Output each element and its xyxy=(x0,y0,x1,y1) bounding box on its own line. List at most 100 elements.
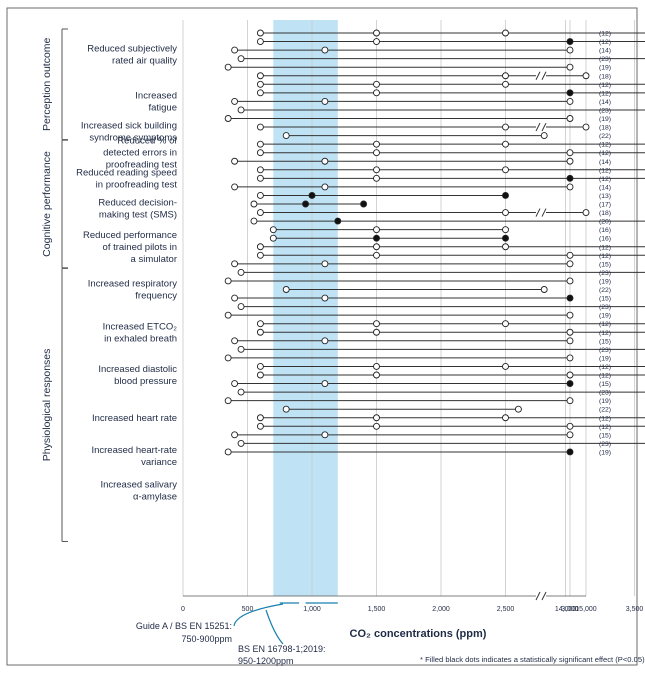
reference-label: (16) xyxy=(599,227,611,234)
reference-label: (12) xyxy=(599,150,611,157)
significant-point xyxy=(566,89,574,97)
nonsignificant-point xyxy=(224,448,232,456)
significant-point xyxy=(308,191,316,199)
nonsignificant-point xyxy=(250,217,258,225)
x-tick-label: 14,000 xyxy=(555,606,577,613)
reference-label: (23) xyxy=(599,347,611,354)
row-break-mark xyxy=(541,208,547,217)
nonsignificant-point xyxy=(566,328,574,336)
nonsignificant-point xyxy=(566,397,574,405)
nonsignificant-point xyxy=(502,226,509,234)
nonsignificant-point xyxy=(321,337,329,345)
guideline-band xyxy=(273,20,338,596)
nonsignificant-point xyxy=(502,80,509,88)
nonsignificant-point xyxy=(566,371,574,379)
x-tick-label: 2,000 xyxy=(432,606,450,613)
reference-label: (18) xyxy=(599,125,611,132)
nonsignificant-point xyxy=(269,234,277,242)
nonsignificant-point xyxy=(256,80,264,88)
nonsignificant-point xyxy=(256,89,264,97)
nonsignificant-point xyxy=(373,38,380,45)
nonsignificant-point xyxy=(566,422,574,430)
nonsignificant-point xyxy=(502,29,509,37)
outcome-label: Increased xyxy=(135,90,177,101)
nonsignificant-point xyxy=(566,183,574,191)
nonsignificant-point xyxy=(321,157,329,165)
axis-break-mark-gap xyxy=(536,592,546,600)
outcome-label: Increased sick building xyxy=(81,120,177,131)
reference-label: (23) xyxy=(599,270,611,277)
nonsignificant-point xyxy=(373,328,380,336)
group-label: Physiological responses xyxy=(41,349,53,462)
nonsignificant-point xyxy=(256,251,264,259)
nonsignificant-point xyxy=(256,123,264,131)
reference-label: (22) xyxy=(599,407,611,414)
reference-label: (22) xyxy=(599,133,611,140)
outcome-label: blood pressure xyxy=(114,376,177,387)
nonsignificant-point xyxy=(373,226,380,234)
outcome-label: Reduced % of xyxy=(117,136,177,147)
reference-label: (12) xyxy=(599,90,611,97)
nonsignificant-point xyxy=(566,260,574,268)
reference-label: (15) xyxy=(599,296,611,303)
nonsignificant-point xyxy=(540,286,548,293)
nonsignificant-point xyxy=(256,371,264,379)
nonsignificant-point xyxy=(502,209,509,217)
reference-label: (16) xyxy=(599,236,611,243)
nonsignificant-point xyxy=(269,226,277,234)
row-break-mark xyxy=(535,208,541,217)
nonsignificant-point xyxy=(566,63,574,71)
outcome-label: proofreading test xyxy=(106,160,178,171)
nonsignificant-point xyxy=(224,115,232,122)
outcome-label: rated air quality xyxy=(112,55,177,66)
outcome-label: Increased diastolic xyxy=(98,364,177,375)
nonsignificant-point xyxy=(373,363,380,370)
nonsignificant-point xyxy=(250,200,258,208)
nonsignificant-point xyxy=(256,38,264,45)
reference-label: (23) xyxy=(599,390,611,397)
reference-label: (12) xyxy=(599,330,611,337)
nonsignificant-point xyxy=(237,388,245,396)
reference-label: (12) xyxy=(599,31,611,38)
nonsignificant-point xyxy=(373,371,380,379)
nonsignificant-point xyxy=(256,422,264,430)
nonsignificant-point xyxy=(231,97,239,105)
reference-label: (20) xyxy=(599,219,611,226)
nonsignificant-point xyxy=(282,405,290,413)
nonsignificant-point xyxy=(224,311,232,319)
reference-label: (12) xyxy=(599,176,611,183)
nonsignificant-point xyxy=(256,328,264,336)
nonsignificant-point xyxy=(566,157,574,165)
reference-label: (23) xyxy=(599,56,611,63)
nonsignificant-point xyxy=(502,140,509,148)
significant-point xyxy=(566,294,574,302)
nonsignificant-point xyxy=(373,422,380,430)
outcome-label: of trained pilots in xyxy=(103,242,177,253)
reference-label: (12) xyxy=(599,82,611,89)
nonsignificant-point xyxy=(256,29,264,37)
outcome-label: Increased heart-rate xyxy=(91,445,177,456)
nonsignificant-point xyxy=(566,311,574,319)
outcome-label: frequency xyxy=(135,291,177,302)
nonsignificant-point xyxy=(502,166,509,174)
nonsignificant-point xyxy=(502,363,509,370)
nonsignificant-point xyxy=(237,55,245,63)
nonsignificant-point xyxy=(256,414,264,422)
reference-label: (15) xyxy=(599,261,611,268)
x-tick-label: 1,500 xyxy=(368,606,386,613)
nonsignificant-point xyxy=(256,149,264,157)
nonsignificant-point xyxy=(373,320,380,328)
outcome-label: Increased salivary xyxy=(100,479,177,490)
nonsignificant-point xyxy=(256,209,264,217)
nonsignificant-point xyxy=(373,89,380,97)
reference-label: (12) xyxy=(599,253,611,260)
nonsignificant-point xyxy=(373,149,380,157)
footnote: * Filled black dots indicates a statisti… xyxy=(420,655,645,664)
nonsignificant-point xyxy=(373,243,380,251)
reference-label: (23) xyxy=(599,441,611,448)
nonsignificant-point xyxy=(373,166,380,174)
reference-label: (23) xyxy=(599,304,611,311)
reference-label: (17) xyxy=(599,202,611,209)
significant-point xyxy=(334,217,342,225)
